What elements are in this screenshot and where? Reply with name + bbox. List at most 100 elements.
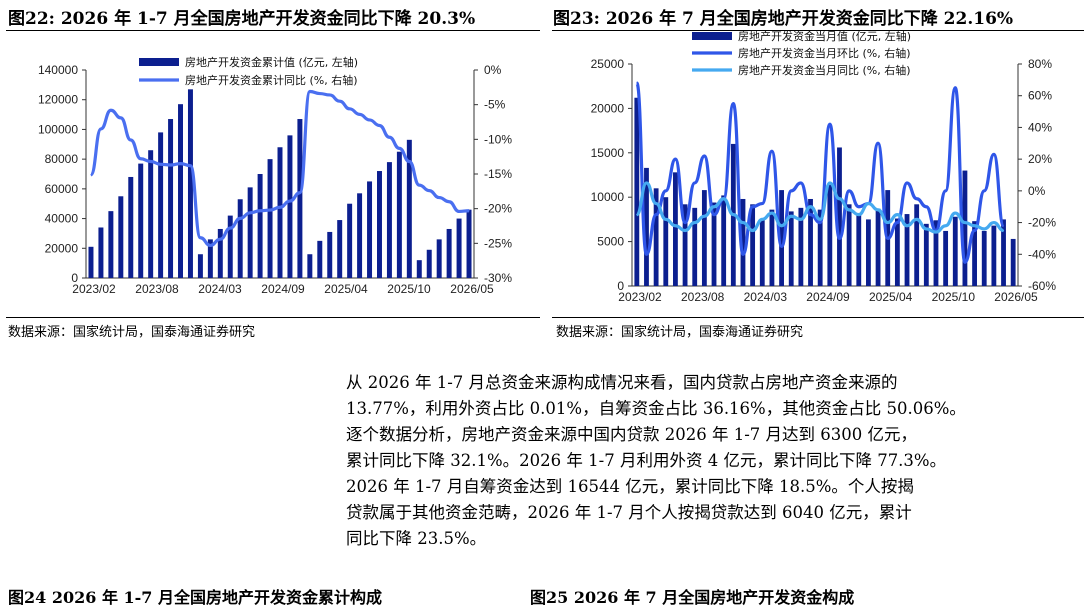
bar: [808, 198, 813, 286]
bar: [711, 202, 717, 286]
bar: [962, 170, 968, 286]
bar: [197, 254, 203, 278]
y-right-tick-label: 40%: [1028, 120, 1052, 134]
y-right-tick-label: 80%: [1028, 57, 1052, 71]
paragraph-line: 13.77%，利用外资占比 0.01%，自筹资金占比 36.16%，其他资金占比…: [346, 399, 966, 418]
x-tick-label: 2023/02: [618, 290, 662, 304]
paragraph-line: 从 2026 年 1-7 月总资金来源构成情况来看，国内贷款占房地产资金来源的: [346, 373, 898, 392]
y-right-tick-label: -15%: [484, 167, 512, 181]
x-tick-label: 2024/09: [806, 290, 850, 304]
bar: [247, 187, 253, 278]
line-point: [771, 150, 773, 152]
line-point: [438, 196, 440, 199]
line-point: [906, 182, 908, 184]
line-point: [279, 206, 281, 208]
line-point: [368, 119, 371, 121]
bar: [779, 190, 784, 286]
line-point: [1002, 229, 1005, 232]
line-point: [867, 202, 870, 205]
bar: [914, 204, 920, 286]
line-point: [468, 210, 470, 212]
bar: [856, 213, 862, 286]
line-point: [448, 201, 450, 203]
bar: [952, 216, 958, 286]
bar: [653, 188, 659, 286]
line-point: [140, 158, 142, 160]
x-tick-label: 2023/08: [135, 282, 179, 296]
line-point: [993, 153, 995, 155]
x-tick-label: 2024/03: [744, 290, 788, 304]
x-tick-label: 2024/09: [261, 282, 305, 296]
line-point: [100, 128, 102, 130]
line-point: [906, 225, 908, 227]
bar: [396, 151, 402, 278]
y-left-tick-label: 60000: [45, 182, 79, 196]
line-point: [694, 182, 696, 184]
legend-bar-swatch: [139, 58, 179, 66]
bar: [287, 135, 293, 278]
line-point: [732, 214, 734, 216]
line-point: [684, 229, 686, 232]
bar: [991, 225, 997, 286]
line-point: [983, 228, 985, 230]
line-point: [684, 221, 686, 224]
line-point: [993, 221, 995, 224]
line-point: [945, 225, 947, 227]
x-tick-label: 2025/10: [387, 282, 431, 296]
bar: [227, 215, 233, 278]
y-left-tick-label: 10000: [591, 190, 625, 204]
bar: [759, 220, 765, 286]
bar: [466, 209, 472, 278]
bar: [406, 139, 412, 278]
bar: [337, 220, 343, 278]
x-tick-label: 2026/05: [994, 290, 1038, 304]
y-right-tick-label: -25%: [484, 236, 512, 250]
line-point: [964, 261, 966, 263]
chart-22-svg: 0 20000 40000 60000 80000 100000 120000 140000 0…: [38, 55, 512, 296]
line-point: [358, 113, 361, 115]
bar: [769, 209, 775, 286]
y-right-tick-label: -5%: [484, 98, 506, 112]
line-point: [130, 139, 132, 141]
bar: [327, 231, 333, 278]
line-point: [713, 214, 715, 216]
bar: [88, 246, 94, 278]
line-point: [349, 108, 351, 110]
line-point: [809, 206, 812, 208]
paragraph-line: 贷款属于其他资金范畴，2026 年 1-7 月个人按揭贷款达到 6040 亿元，…: [346, 503, 912, 522]
line-point: [636, 82, 638, 84]
x-tick-label: 2023/02: [72, 282, 116, 296]
bar: [257, 174, 263, 278]
line-point: [925, 206, 927, 208]
line-point: [896, 214, 898, 216]
y-left-tick-label: 20000: [591, 101, 625, 115]
line-point: [838, 198, 841, 200]
bar: [692, 207, 698, 286]
line-point: [945, 190, 947, 192]
line-point: [189, 165, 192, 167]
line-point: [848, 190, 850, 192]
bar: [267, 159, 273, 278]
y-left-tick-label: 15000: [591, 146, 625, 160]
line-point: [973, 225, 976, 227]
figure-23-bottom-rule: [552, 317, 1084, 318]
line-point: [848, 209, 850, 211]
bar: [923, 223, 929, 286]
bar: [237, 199, 243, 278]
bar: [981, 230, 987, 286]
bar: [187, 89, 193, 278]
line-point: [428, 190, 430, 192]
line-point: [703, 215, 705, 217]
line-point: [829, 123, 831, 125]
bar: [158, 132, 164, 278]
line-point: [858, 214, 860, 216]
line-point: [838, 237, 841, 240]
line-point: [90, 174, 92, 176]
line-point: [761, 202, 763, 205]
line-point: [800, 182, 802, 184]
line-point: [209, 244, 211, 247]
bar: [178, 104, 183, 279]
line-point: [408, 160, 410, 163]
line-point: [809, 214, 812, 216]
line-point: [319, 92, 321, 95]
